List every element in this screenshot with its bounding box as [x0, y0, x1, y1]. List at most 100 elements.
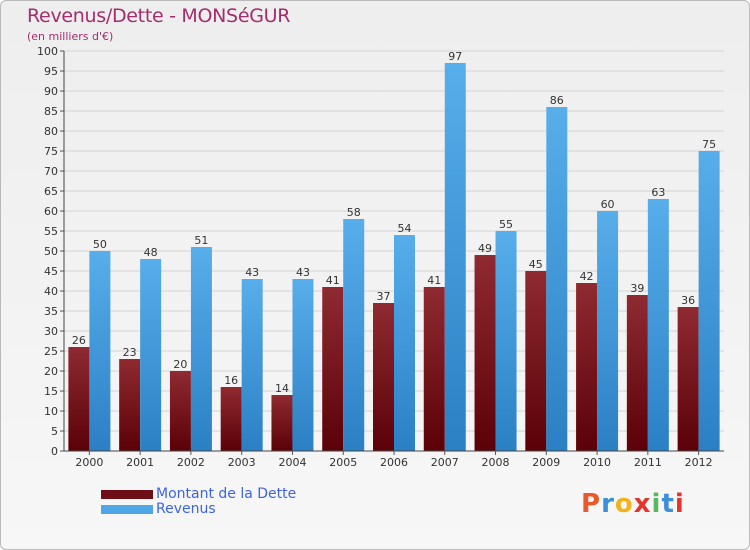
value-label-revenue: 48 [144, 246, 158, 259]
logo-letter: i [674, 489, 685, 519]
legend-label-revenue: Revenus [156, 501, 216, 517]
y-tick-label: 60 [44, 205, 58, 218]
bar-debt [169, 371, 191, 451]
x-tick-label: 2007 [431, 456, 459, 469]
bar-debt [576, 283, 598, 451]
value-label-revenue: 60 [601, 198, 615, 211]
y-tick-label: 20 [44, 365, 58, 378]
y-tick-label: 80 [44, 125, 58, 138]
chart-title: Revenus/Dette - MONSéGUR [27, 5, 291, 27]
y-tick-label: 95 [44, 65, 58, 78]
y-tick-label: 40 [44, 285, 58, 298]
bar-debt [68, 347, 90, 451]
value-label-debt: 23 [123, 346, 137, 359]
value-label-revenue: 43 [245, 266, 259, 279]
x-tick-label: 2006 [380, 456, 408, 469]
x-tick-label: 2009 [532, 456, 560, 469]
value-label-debt: 20 [173, 358, 187, 371]
bar-revenue [343, 219, 365, 451]
y-tick-label: 70 [44, 165, 58, 178]
y-tick-label: 45 [44, 265, 58, 278]
bar-debt [423, 287, 445, 451]
logo-letter: t [661, 489, 675, 519]
value-label-debt: 16 [224, 374, 238, 387]
bar-revenue [190, 247, 212, 451]
y-tick-label: 65 [44, 185, 58, 198]
y-tick-label: 15 [44, 385, 58, 398]
value-label-debt: 39 [630, 282, 644, 295]
bar-revenue [597, 211, 619, 451]
y-tick-label: 50 [44, 245, 58, 258]
legend-item-revenue: Revenus [101, 502, 296, 517]
value-label-revenue: 54 [398, 222, 412, 235]
y-tick-label: 75 [44, 145, 58, 158]
x-tick-label: 2010 [583, 456, 611, 469]
logo-letter: x [633, 489, 652, 519]
y-tick-label: 100 [37, 45, 58, 58]
bar-revenue [292, 279, 314, 451]
y-tick-label: 10 [44, 405, 58, 418]
bar-revenue [140, 259, 162, 451]
value-label-debt: 37 [377, 290, 391, 303]
bar-revenue [241, 279, 263, 451]
bar-revenue [495, 231, 517, 451]
bar-revenue [89, 251, 111, 451]
y-tick-label: 5 [51, 425, 58, 438]
bar-debt [525, 271, 547, 451]
bar-revenue [394, 235, 415, 451]
legend-swatch-debt [101, 490, 153, 499]
bar-debt [271, 395, 293, 451]
legend-label-debt: Montant de la Dette [156, 486, 297, 502]
y-tick-label: 30 [44, 325, 58, 338]
x-tick-label: 2012 [685, 456, 713, 469]
y-tick-label: 25 [44, 345, 58, 358]
bar-debt [677, 307, 699, 451]
value-label-debt: 49 [478, 242, 492, 255]
x-tick-label: 2005 [329, 456, 357, 469]
value-label-debt: 45 [529, 258, 543, 271]
bar-revenue [698, 151, 720, 451]
bar-debt [322, 287, 344, 451]
x-tick-label: 2002 [177, 456, 205, 469]
x-tick-label: 2008 [482, 456, 510, 469]
value-label-revenue: 86 [550, 94, 564, 107]
proxiti-logo: Proxiti [581, 489, 685, 519]
value-label-revenue: 63 [651, 186, 665, 199]
value-label-revenue: 75 [702, 138, 716, 151]
bar-debt [373, 303, 394, 451]
x-tick-label: 2011 [634, 456, 662, 469]
value-label-revenue: 55 [499, 218, 513, 231]
value-label-revenue: 50 [93, 238, 107, 251]
value-label-debt: 14 [275, 382, 289, 395]
value-label-debt: 36 [681, 294, 695, 307]
bars [68, 63, 720, 451]
logo-letter: P [581, 489, 602, 519]
y-tick-label: 35 [44, 305, 58, 318]
value-label-revenue: 97 [448, 50, 462, 63]
value-label-revenue: 58 [347, 206, 361, 219]
bar-debt [626, 295, 648, 451]
axes [60, 50, 724, 455]
bar-debt [474, 255, 496, 451]
y-tick-label: 90 [44, 85, 58, 98]
x-tick-label: 2004 [278, 456, 306, 469]
y-tick-label: 85 [44, 105, 58, 118]
legend: Montant de la Dette Revenus [101, 487, 296, 517]
bar-revenue [546, 107, 568, 451]
logo-letter: i [651, 489, 662, 519]
value-label-debt: 41 [427, 274, 441, 287]
logo-letter: o [614, 489, 634, 519]
bar-debt [119, 359, 141, 451]
bar-revenue [444, 63, 466, 451]
bar-revenue [647, 199, 669, 451]
x-tick-label: 2000 [75, 456, 103, 469]
logo-letter: r [601, 489, 615, 519]
legend-item-debt: Montant de la Dette [101, 487, 296, 502]
legend-swatch-revenue [101, 505, 153, 514]
value-label-debt: 42 [580, 270, 594, 283]
value-label-debt: 26 [72, 334, 86, 347]
labels: 0 5 10 15 20 25 30 35 40 45 50 55 60 65 70 75 80 85 90 95 10… [37, 45, 716, 469]
y-tick-label: 55 [44, 225, 58, 238]
